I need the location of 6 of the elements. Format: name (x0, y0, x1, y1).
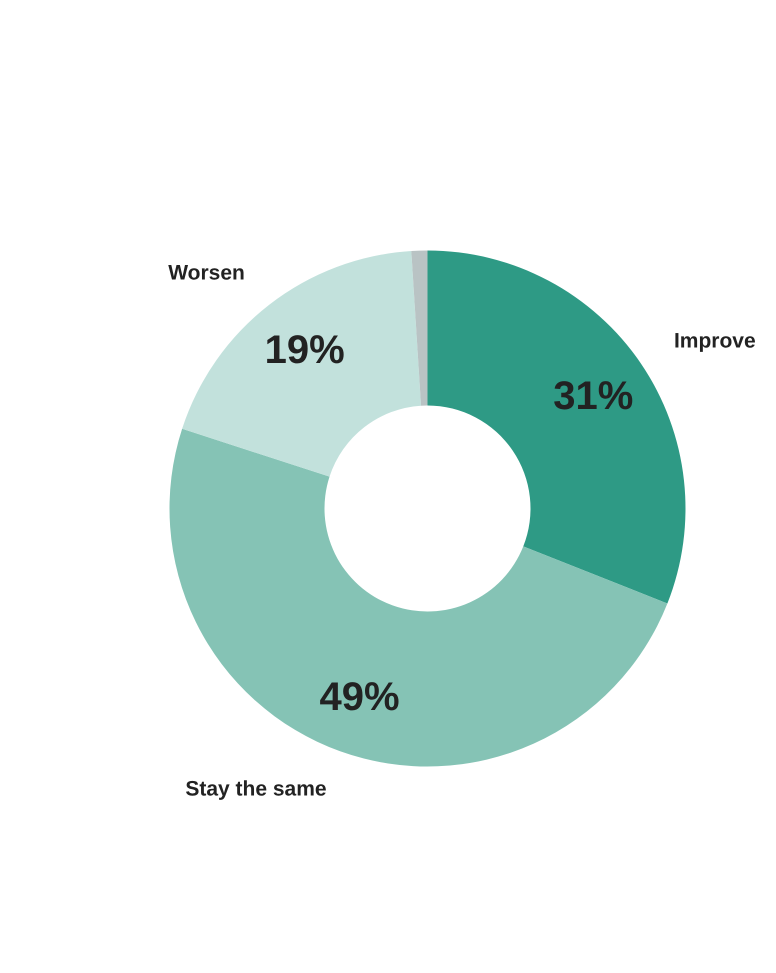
slice-label: Worsen (168, 262, 245, 285)
slice-label: Improve (674, 330, 756, 352)
slice-label: Stay the same (185, 777, 327, 800)
data-label: 49% (320, 675, 400, 720)
data-label: 19% (264, 328, 345, 372)
data-label: 31% (553, 374, 634, 418)
